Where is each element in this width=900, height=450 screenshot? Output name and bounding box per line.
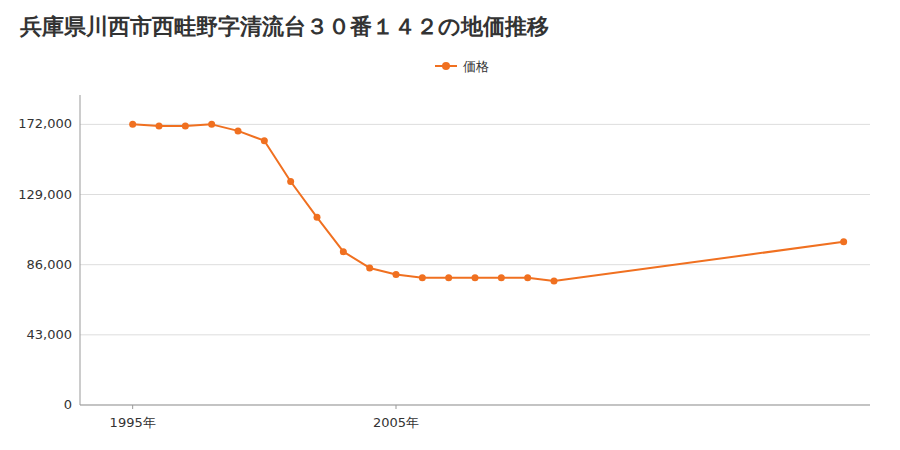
data-point xyxy=(235,127,242,134)
y-tick-label: 129,000 xyxy=(18,187,72,202)
grid-line xyxy=(80,334,870,335)
y-tick-label: 86,000 xyxy=(27,257,73,272)
data-point xyxy=(129,121,136,128)
series-line xyxy=(133,124,844,281)
data-point xyxy=(261,137,268,144)
data-area xyxy=(129,121,847,285)
data-point xyxy=(445,274,452,281)
chart-svg: 兵庫県川西市西畦野字清流台３０番１４２の地価推移 0 43,000 86,000 129… xyxy=(0,0,900,450)
data-point xyxy=(156,123,163,130)
data-point xyxy=(314,214,321,221)
chart-container: 兵庫県川西市西畦野字清流台３０番１４２の地価推移 0 43,000 86,000 129… xyxy=(0,0,900,450)
x-axis-line xyxy=(80,405,870,406)
data-point xyxy=(419,274,426,281)
data-point xyxy=(551,278,558,285)
data-point xyxy=(840,238,847,245)
data-point xyxy=(208,121,215,128)
y-tick-label: 172,000 xyxy=(18,116,72,131)
title: 兵庫県川西市西畦野字清流台３０番１４２の地価推移 xyxy=(19,14,549,39)
y-axis-line xyxy=(80,95,81,405)
grid xyxy=(80,124,870,405)
y-tick-label: 43,000 xyxy=(27,327,73,342)
legend: 価格 xyxy=(435,59,489,74)
legend-label: 価格 xyxy=(463,59,489,74)
x-tick xyxy=(132,405,133,409)
grid-line xyxy=(80,405,870,406)
y-axis: 0 43,000 86,000 129,000 172,000 xyxy=(18,116,72,412)
grid-line xyxy=(80,194,870,195)
data-point xyxy=(498,274,505,281)
legend-marker xyxy=(442,62,450,70)
grid-line xyxy=(80,264,870,265)
data-point xyxy=(182,123,189,130)
data-point xyxy=(340,248,347,255)
x-tick-label: 1995年 xyxy=(110,415,156,430)
data-point xyxy=(287,178,294,185)
data-point xyxy=(472,274,479,281)
x-tick-label: 2005年 xyxy=(373,415,419,430)
x-axis: 1995年 2005年 xyxy=(110,405,419,430)
data-point xyxy=(366,264,373,271)
data-point xyxy=(393,271,400,278)
x-tick xyxy=(396,405,397,409)
data-point xyxy=(524,274,531,281)
y-tick-label: 0 xyxy=(64,397,72,412)
